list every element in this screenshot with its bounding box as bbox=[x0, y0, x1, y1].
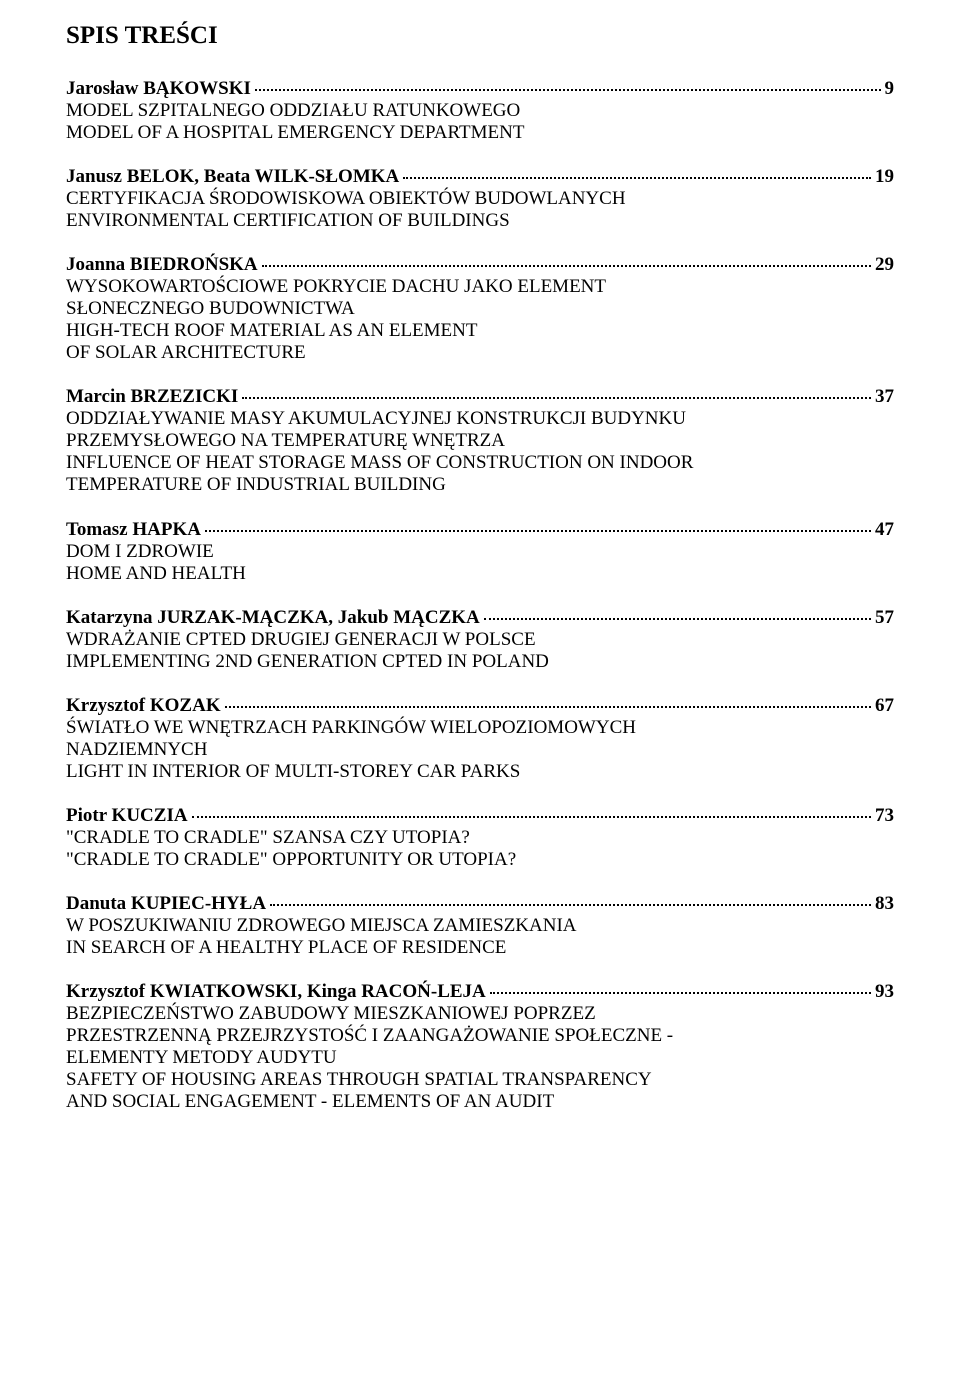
toc-leader bbox=[262, 265, 871, 267]
toc-description-line: HOME AND HEALTH bbox=[66, 563, 894, 585]
toc-author-line: Piotr KUCZIA 73 bbox=[66, 805, 894, 827]
toc-description-line: ŚWIATŁO WE WNĘTRZACH PARKINGÓW WIELOPOZI… bbox=[66, 717, 894, 739]
toc-author: Tomasz HAPKA bbox=[66, 519, 201, 541]
toc-author: Joanna BIEDROŃSKA bbox=[66, 254, 258, 276]
toc-description-line: HIGH-TECH ROOF MATERIAL AS AN ELEMENT bbox=[66, 320, 894, 342]
toc-description-line: ENVIRONMENTAL CERTIFICATION OF BUILDINGS bbox=[66, 210, 894, 232]
toc-leader bbox=[205, 530, 871, 532]
toc-author: Katarzyna JURZAK-MĄCZKA, Jakub MĄCZKA bbox=[66, 607, 480, 629]
toc-author-line: Krzysztof KOZAK 67 bbox=[66, 695, 894, 717]
toc-author-line: Marcin BRZEZICKI 37 bbox=[66, 386, 894, 408]
toc-page-number: 37 bbox=[875, 386, 894, 408]
toc-entry: Krzysztof KOZAK 67ŚWIATŁO WE WNĘTRZACH P… bbox=[66, 695, 894, 783]
toc-entry: Janusz BELOK, Beata WILK-SŁOMKA 19CERTYF… bbox=[66, 166, 894, 232]
toc-entry: Krzysztof KWIATKOWSKI, Kinga RACOŃ-LEJA … bbox=[66, 981, 894, 1113]
toc-description-line: WDRAŻANIE CPTED DRUGIEJ GENERACJI W POLS… bbox=[66, 629, 894, 651]
toc-author-line: Joanna BIEDROŃSKA 29 bbox=[66, 254, 894, 276]
toc-description-line: PRZESTRZENNĄ PRZEJRZYSTOŚĆ I ZAANGAŻOWAN… bbox=[66, 1025, 894, 1047]
toc-description-line: IMPLEMENTING 2ND GENERATION CPTED IN POL… bbox=[66, 651, 894, 673]
toc-description-line: CERTYFIKACJA ŚRODOWISKOWA OBIEKTÓW BUDOW… bbox=[66, 188, 894, 210]
toc-page-number: 19 bbox=[875, 166, 894, 188]
toc-description-line: ELEMENTY METODY AUDYTU bbox=[66, 1047, 894, 1069]
toc-entry: Jarosław BĄKOWSKI 9MODEL SZPITALNEGO ODD… bbox=[66, 78, 894, 144]
toc-entry: Danuta KUPIEC-HYŁA 83W POSZUKIWANIU ZDRO… bbox=[66, 893, 894, 959]
toc-author: Jarosław BĄKOWSKI bbox=[66, 78, 251, 100]
toc-description-line: INFLUENCE OF HEAT STORAGE MASS OF CONSTR… bbox=[66, 452, 894, 474]
toc-page-number: 73 bbox=[875, 805, 894, 827]
toc-list: Jarosław BĄKOWSKI 9MODEL SZPITALNEGO ODD… bbox=[66, 78, 894, 1113]
toc-page-number: 67 bbox=[875, 695, 894, 717]
toc-author: Piotr KUCZIA bbox=[66, 805, 188, 827]
toc-author-line: Danuta KUPIEC-HYŁA 83 bbox=[66, 893, 894, 915]
toc-author-line: Jarosław BĄKOWSKI 9 bbox=[66, 78, 894, 100]
toc-description-line: NADZIEMNYCH bbox=[66, 739, 894, 761]
toc-description-line: WYSOKOWARTOŚCIOWE POKRYCIE DACHU JAKO EL… bbox=[66, 276, 894, 298]
toc-entry: Marcin BRZEZICKI 37ODDZIAŁYWANIE MASY AK… bbox=[66, 386, 894, 496]
toc-author: Marcin BRZEZICKI bbox=[66, 386, 238, 408]
toc-description-line: BEZPIECZEŃSTWO ZABUDOWY MIESZKANIOWEJ PO… bbox=[66, 1003, 894, 1025]
toc-description-line: PRZEMYSŁOWEGO NA TEMPERATURĘ WNĘTRZA bbox=[66, 430, 894, 452]
toc-leader bbox=[403, 177, 871, 179]
toc-description-line: SŁONECZNEGO BUDOWNICTWA bbox=[66, 298, 894, 320]
toc-description-line: TEMPERATURE OF INDUSTRIAL BUILDING bbox=[66, 474, 894, 496]
toc-page: SPIS TREŚCI Jarosław BĄKOWSKI 9MODEL SZP… bbox=[0, 0, 960, 1175]
toc-page-number: 47 bbox=[875, 519, 894, 541]
toc-leader bbox=[242, 397, 871, 399]
toc-page-number: 57 bbox=[875, 607, 894, 629]
toc-leader bbox=[225, 706, 871, 708]
toc-author-line: Tomasz HAPKA 47 bbox=[66, 519, 894, 541]
toc-title: SPIS TREŚCI bbox=[66, 22, 894, 50]
toc-author: Krzysztof KOZAK bbox=[66, 695, 221, 717]
toc-leader bbox=[490, 992, 871, 994]
toc-page-number: 9 bbox=[885, 78, 895, 100]
toc-description-line: "CRADLE TO CRADLE" OPPORTUNITY OR UTOPIA… bbox=[66, 849, 894, 871]
toc-description-line: SAFETY OF HOUSING AREAS THROUGH SPATIAL … bbox=[66, 1069, 894, 1091]
toc-leader bbox=[192, 816, 871, 818]
toc-page-number: 93 bbox=[875, 981, 894, 1003]
toc-author: Janusz BELOK, Beata WILK-SŁOMKA bbox=[66, 166, 399, 188]
toc-description-line: DOM I ZDROWIE bbox=[66, 541, 894, 563]
toc-entry: Piotr KUCZIA 73"CRADLE TO CRADLE" SZANSA… bbox=[66, 805, 894, 871]
toc-description-line: IN SEARCH OF A HEALTHY PLACE OF RESIDENC… bbox=[66, 937, 894, 959]
toc-description-line: MODEL SZPITALNEGO ODDZIAŁU RATUNKOWEGO bbox=[66, 100, 894, 122]
toc-description-line: OF SOLAR ARCHITECTURE bbox=[66, 342, 894, 364]
toc-leader bbox=[255, 89, 881, 91]
toc-entry: Joanna BIEDROŃSKA 29WYSOKOWARTOŚCIOWE PO… bbox=[66, 254, 894, 364]
toc-author-line: Katarzyna JURZAK-MĄCZKA, Jakub MĄCZKA 57 bbox=[66, 607, 894, 629]
toc-entry: Tomasz HAPKA 47DOM I ZDROWIEHOME AND HEA… bbox=[66, 519, 894, 585]
toc-description-line: AND SOCIAL ENGAGEMENT - ELEMENTS OF AN A… bbox=[66, 1091, 894, 1113]
toc-leader bbox=[270, 904, 871, 906]
toc-page-number: 83 bbox=[875, 893, 894, 915]
toc-page-number: 29 bbox=[875, 254, 894, 276]
toc-author: Danuta KUPIEC-HYŁA bbox=[66, 893, 266, 915]
toc-author: Krzysztof KWIATKOWSKI, Kinga RACOŃ-LEJA bbox=[66, 981, 486, 1003]
toc-description-line: MODEL OF A HOSPITAL EMERGENCY DEPARTMENT bbox=[66, 122, 894, 144]
toc-description-line: W POSZUKIWANIU ZDROWEGO MIEJSCA ZAMIESZK… bbox=[66, 915, 894, 937]
toc-leader bbox=[484, 618, 871, 620]
toc-entry: Katarzyna JURZAK-MĄCZKA, Jakub MĄCZKA 57… bbox=[66, 607, 894, 673]
toc-description-line: LIGHT IN INTERIOR OF MULTI-STOREY CAR PA… bbox=[66, 761, 894, 783]
toc-author-line: Janusz BELOK, Beata WILK-SŁOMKA 19 bbox=[66, 166, 894, 188]
toc-author-line: Krzysztof KWIATKOWSKI, Kinga RACOŃ-LEJA … bbox=[66, 981, 894, 1003]
toc-description-line: "CRADLE TO CRADLE" SZANSA CZY UTOPIA? bbox=[66, 827, 894, 849]
toc-description-line: ODDZIAŁYWANIE MASY AKUMULACYJNEJ KONSTRU… bbox=[66, 408, 894, 430]
